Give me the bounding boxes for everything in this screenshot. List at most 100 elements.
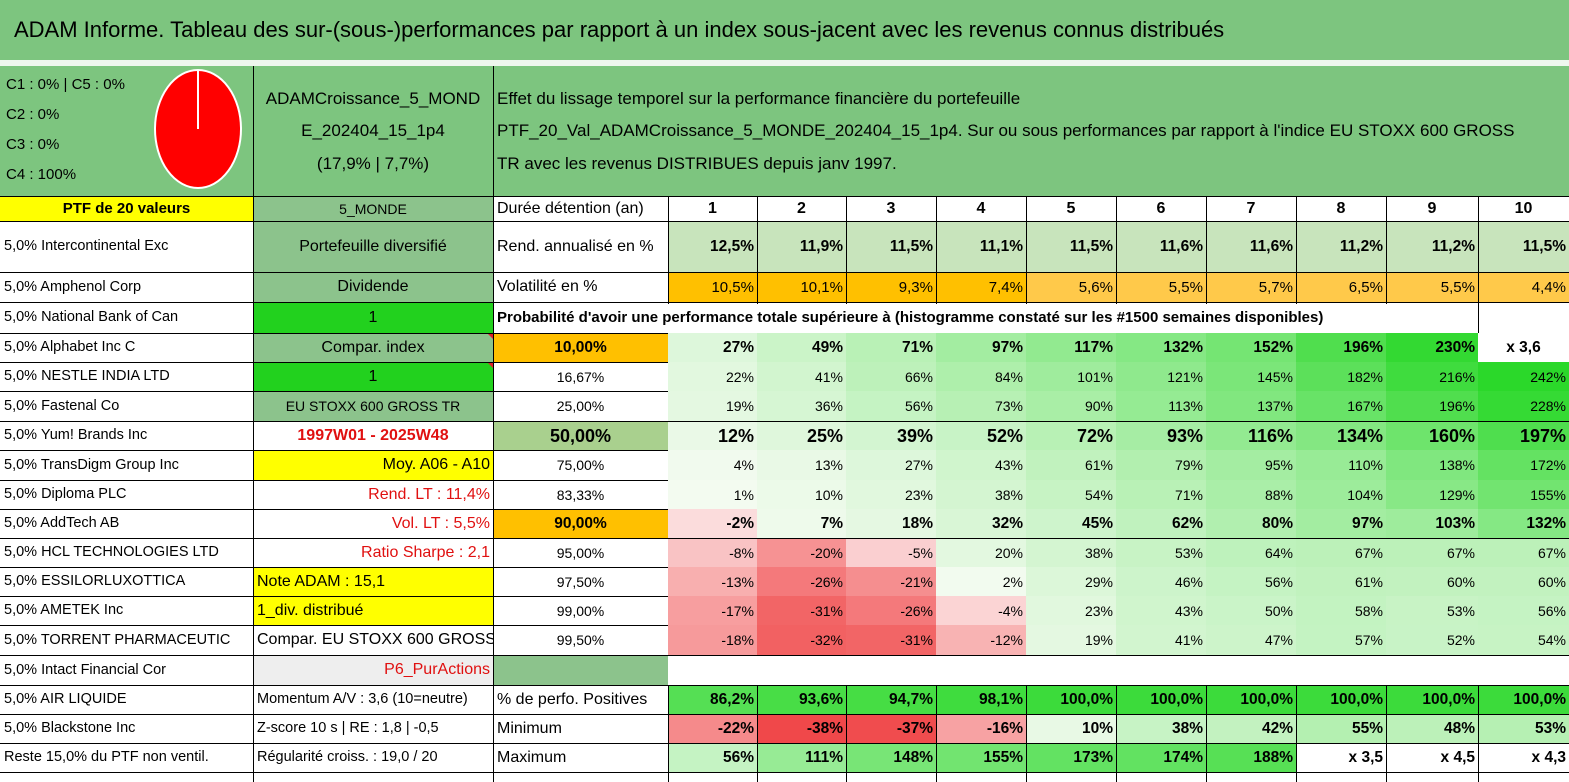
portfolio-name-cont-text: E_202404_15_1p4 — [301, 120, 445, 140]
probability-value: 52% — [1386, 625, 1478, 655]
probability-value-text: 13% — [814, 457, 843, 473]
holding-row: 5,0% Blackstone Inc — [0, 714, 253, 743]
probability-value: -31% — [846, 625, 936, 655]
probability-value-text: -31% — [810, 602, 843, 619]
year-header-text: 1 — [708, 199, 717, 217]
maximum-value: x 4,3 — [1478, 743, 1569, 772]
probability-value: 38% — [1026, 538, 1116, 567]
probability-value: 19% — [1026, 625, 1116, 655]
probability-value-text: 67% — [1537, 544, 1566, 561]
probability-value-text: 56% — [1264, 573, 1293, 590]
holding-row-text: 5,0% NESTLE INDIA LTD — [4, 368, 170, 385]
grid-line-horizontal — [0, 509, 668, 510]
probability-value: 36% — [757, 391, 846, 421]
minimum-value: -22% — [668, 714, 757, 743]
pie-legend-item: C4 : 100% — [2, 162, 142, 186]
probability-value: 2% — [936, 567, 1026, 596]
probability-value: 155% — [1478, 480, 1569, 509]
probability-value: 62% — [1116, 509, 1206, 538]
annual-return-value-text: 11,2% — [1431, 237, 1475, 255]
probability-value-text: 116% — [1247, 425, 1293, 446]
minimum-value-text: 10% — [1081, 719, 1113, 737]
comment-marker[interactable] — [487, 333, 493, 339]
probability-value-text: 7% — [820, 514, 843, 532]
probability-threshold-text: 50,00% — [549, 425, 612, 446]
volatility-value: 9,3% — [846, 272, 936, 302]
probability-value: 22% — [668, 362, 757, 391]
grid-line-vertical — [1386, 196, 1387, 304]
probability-value-text: 52% — [1446, 632, 1475, 648]
maximum-value-text: 111% — [805, 748, 843, 766]
probability-value-text: 60% — [1446, 573, 1475, 590]
volatility-value-text: 5,5% — [1440, 278, 1475, 296]
positive-share-value-text: 100,0% — [1422, 690, 1475, 708]
probability-value-text: 132% — [1526, 514, 1566, 532]
probability-value: 132% — [1478, 509, 1569, 538]
spacer-cell — [493, 655, 668, 685]
probability-value: 47% — [1206, 625, 1296, 655]
grid-line-vertical — [1296, 196, 1297, 304]
info-cell: Momentum A/V : 3,6 (10=neutre) — [253, 685, 493, 714]
annual-return-value: 11,2% — [1296, 221, 1386, 272]
probability-value-text: 160% — [1428, 425, 1475, 446]
probability-value-text: 10% — [814, 486, 843, 503]
pie-legend-item-text: C4 : 100% — [6, 165, 77, 183]
info-cell-text: Momentum A/V : 3,6 (10=neutre) — [257, 691, 468, 708]
probability-value-text: 113% — [1168, 398, 1203, 414]
probability-value: 46% — [1116, 567, 1206, 596]
probability-threshold: 90,00% — [493, 509, 668, 538]
grid-line-horizontal — [0, 655, 1569, 656]
probability-value-text: 73% — [994, 398, 1023, 414]
minimum-value: 10% — [1026, 714, 1116, 743]
probability-value-text: -32% — [810, 632, 843, 648]
probability-value-text: 93% — [1166, 425, 1203, 446]
probability-value: 67% — [1478, 538, 1569, 567]
info-cell-text: Rend. LT : 11,4% — [368, 485, 490, 503]
year-header-text: 6 — [1156, 199, 1166, 217]
probability-value: 43% — [936, 450, 1026, 480]
probability-value-text: 43% — [1174, 602, 1203, 619]
holding-row: 5,0% AMETEK Inc — [0, 596, 253, 625]
minimum-value-text: 38% — [1171, 719, 1203, 737]
annual-return-value: 11,9% — [757, 221, 846, 272]
minimum-label-text: Minimum — [497, 719, 562, 737]
grid-line-vertical — [1478, 196, 1479, 304]
probability-value-text: 2% — [1002, 573, 1023, 590]
minimum-value: -38% — [757, 714, 846, 743]
probability-value: -12% — [936, 625, 1026, 655]
info-cell: 1_div. distribué — [253, 596, 493, 625]
probability-threshold: 99,00% — [493, 596, 668, 625]
grid-line-vertical — [757, 685, 758, 782]
grid-line-horizontal — [0, 625, 668, 626]
annual-return-value: 11,6% — [1206, 221, 1296, 272]
probability-value-text: -26% — [900, 602, 933, 619]
probability-value-text: 25% — [806, 425, 843, 446]
holding-row: 5,0% AIR LIQUIDE — [0, 685, 253, 714]
probability-value: 61% — [1026, 450, 1116, 480]
info-cell: Portefeuille diversifié — [253, 221, 493, 272]
probability-value-text: 54% — [1537, 632, 1566, 648]
positive-share-value: 94,7% — [846, 685, 936, 714]
probability-value: 41% — [1116, 625, 1206, 655]
portfolio-stats-text: (17,9% | 7,7%) — [316, 153, 430, 173]
positive-share-value-text: 94,7% — [889, 690, 933, 708]
minimum-value-text: -22% — [717, 719, 754, 737]
positive-share-value-text: 93,6% — [799, 690, 843, 708]
probability-value-text: 32% — [991, 514, 1023, 532]
grid-line-vertical — [253, 66, 254, 782]
positive-share-label: % de perfo. Positives — [493, 685, 668, 714]
grid-line-vertical — [846, 196, 847, 304]
probability-value-text: 196% — [1343, 338, 1383, 356]
grid-line-vertical — [668, 196, 669, 304]
comment-marker[interactable] — [487, 362, 493, 368]
grid-line-vertical — [1206, 685, 1207, 782]
holdings-header: PTF de 20 valeurs — [0, 196, 253, 221]
holding-row: 5,0% TransDigm Group Inc — [0, 450, 253, 480]
probability-value-text: 182% — [1347, 368, 1383, 385]
probability-value-text: 45% — [1081, 514, 1113, 532]
probability-value-text: 129% — [1439, 486, 1475, 503]
probability-value: 4% — [668, 450, 757, 480]
probability-threshold: 95,00% — [493, 538, 668, 567]
minimum-value: 53% — [1478, 714, 1569, 743]
grid-line-horizontal — [0, 421, 1569, 422]
